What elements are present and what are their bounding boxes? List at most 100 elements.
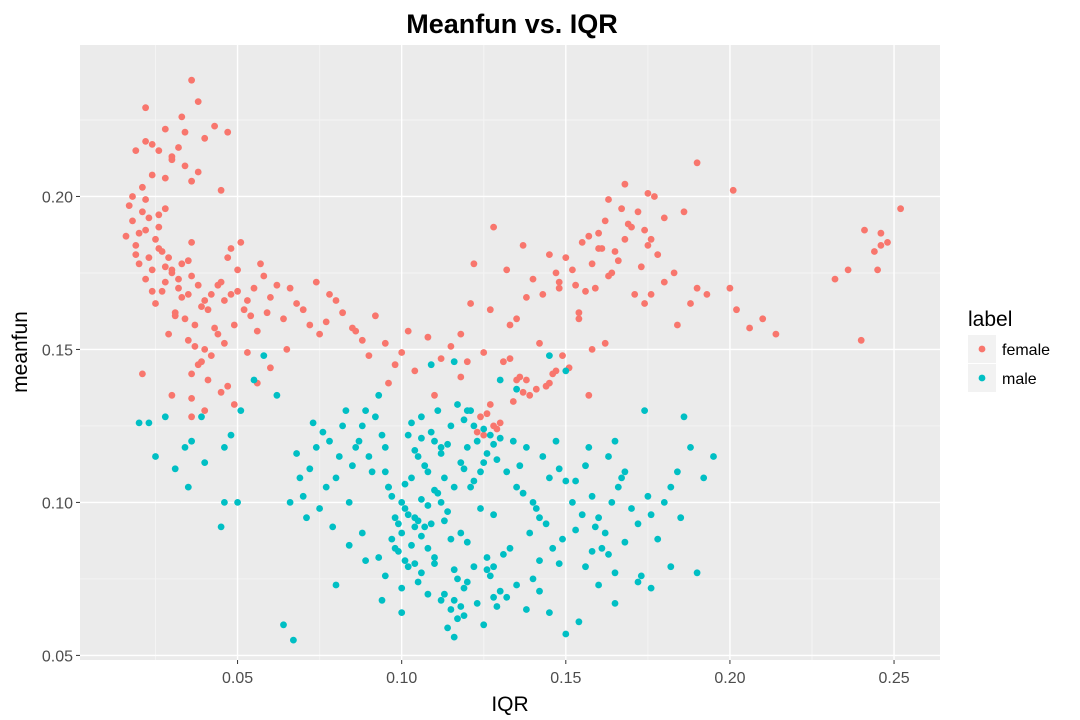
data-point-male <box>404 511 412 519</box>
data-point-male <box>424 502 432 509</box>
data-point-female <box>188 239 196 246</box>
data-point-male <box>572 477 579 485</box>
data-point-female <box>161 205 169 213</box>
data-point-male <box>536 587 543 595</box>
data-point-female <box>139 370 146 378</box>
data-point-male <box>427 520 435 528</box>
data-point-female <box>352 327 360 335</box>
data-point-female <box>286 284 294 292</box>
data-point-female <box>158 248 166 255</box>
data-point-male <box>578 511 586 519</box>
data-point-male <box>450 633 458 641</box>
data-point-male <box>345 499 353 506</box>
data-point-female <box>168 153 176 161</box>
data-point-male <box>434 407 442 414</box>
data-point-female <box>693 159 701 167</box>
data-point-female <box>178 294 186 301</box>
data-point-male <box>562 477 570 485</box>
data-point-female <box>644 190 652 197</box>
data-point-female <box>385 379 392 387</box>
data-point-male <box>516 462 524 470</box>
data-point-male <box>480 459 488 466</box>
data-point-female <box>188 395 196 402</box>
data-point-male <box>201 459 209 466</box>
data-point-female <box>506 321 514 329</box>
data-point-female <box>480 431 488 439</box>
data-point-male <box>536 514 543 522</box>
data-point-female <box>611 248 619 255</box>
legend-swatch-female <box>978 345 986 353</box>
data-point-male <box>605 551 612 558</box>
data-point-female <box>523 376 530 384</box>
data-point-female <box>198 358 205 366</box>
data-point-male <box>296 474 304 482</box>
data-point-male <box>349 462 356 470</box>
data-point-female <box>588 346 596 353</box>
data-point-female <box>729 186 737 194</box>
data-point-male <box>145 419 153 427</box>
data-point-male <box>463 407 471 414</box>
data-point-male <box>523 444 530 451</box>
data-points <box>122 76 904 644</box>
data-point-female <box>463 358 471 366</box>
data-point-female <box>280 315 287 323</box>
legend-label-female: female <box>1002 342 1050 359</box>
data-point-male <box>312 444 320 451</box>
data-point-male <box>434 489 442 497</box>
data-point-male <box>250 376 258 384</box>
data-point-male <box>493 456 501 463</box>
x-tick-label: 0.10 <box>386 670 417 687</box>
data-point-male <box>404 431 412 439</box>
data-point-male <box>503 593 511 601</box>
data-point-male <box>375 391 383 399</box>
data-point-female <box>772 330 780 338</box>
data-point-female <box>201 407 209 414</box>
data-point-female <box>857 336 865 344</box>
data-point-male <box>477 468 484 476</box>
data-point-female <box>647 291 655 298</box>
data-point-male <box>358 529 366 537</box>
data-point-male <box>647 511 655 519</box>
data-point-male <box>401 557 409 564</box>
data-point-male <box>674 468 681 476</box>
data-point-female <box>260 272 268 280</box>
data-point-female <box>217 278 225 286</box>
data-point-female <box>194 281 202 289</box>
data-point-female <box>178 113 186 121</box>
data-point-female <box>306 321 314 329</box>
data-point-female <box>224 128 232 136</box>
data-point-male <box>411 560 419 567</box>
data-point-female <box>204 376 212 384</box>
series-male <box>135 352 717 644</box>
data-point-male <box>591 523 599 531</box>
data-point-female <box>516 373 524 381</box>
data-point-male <box>637 572 645 580</box>
data-point-female <box>874 266 881 274</box>
data-point-female <box>194 168 202 176</box>
data-point-male <box>198 413 205 421</box>
data-point-female <box>473 428 481 436</box>
data-point-female <box>381 339 389 347</box>
data-point-female <box>575 309 583 317</box>
data-point-male <box>161 413 169 421</box>
data-point-female <box>181 315 189 323</box>
data-point-male <box>375 554 383 561</box>
data-point-female <box>578 239 586 246</box>
data-point-male <box>427 361 435 369</box>
data-point-male <box>421 523 429 531</box>
data-point-male <box>355 437 363 445</box>
data-point-female <box>135 229 143 237</box>
data-point-female <box>227 245 235 252</box>
data-point-female <box>726 284 734 292</box>
data-point-male <box>483 450 491 457</box>
data-point-female <box>194 98 202 105</box>
data-point-male <box>309 419 317 427</box>
data-point-female <box>267 294 274 301</box>
data-point-male <box>483 566 491 574</box>
data-point-female <box>365 352 373 359</box>
data-point-female <box>135 260 143 268</box>
data-point-male <box>628 505 635 512</box>
data-point-female <box>171 312 179 320</box>
data-point-male <box>513 483 520 491</box>
data-point-male <box>457 459 465 466</box>
